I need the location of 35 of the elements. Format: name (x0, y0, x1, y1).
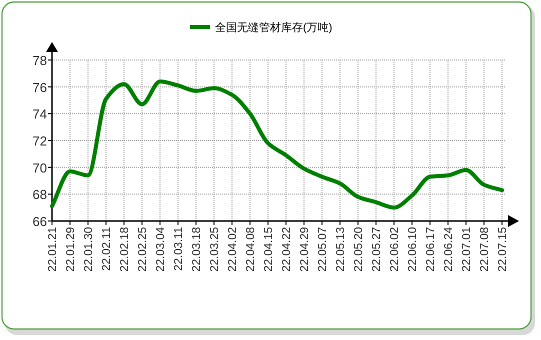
x-tick-label: 22.03.18 (191, 227, 203, 272)
x-tick-label: 22.05.27 (371, 227, 383, 272)
x-tick-label: 22.04.08 (245, 227, 257, 272)
y-tick-label: 66 (32, 214, 47, 229)
y-tick-label: 72 (32, 134, 47, 148)
x-tick-label: 22.01.29 (65, 227, 77, 272)
x-tick-label: 22.04.29 (299, 227, 311, 272)
line-series (50, 79, 504, 210)
x-tick-label: 22.06.10 (407, 227, 419, 272)
x-tick-label: 22.03.04 (155, 226, 167, 272)
y-tick-label: 74 (32, 106, 47, 122)
x-tick-label: 22.01.21 (47, 227, 59, 272)
legend-label: 全国无缝管材库存(万吨) (215, 21, 332, 34)
x-tick-label: 22.05.20 (353, 227, 365, 272)
x-tick-label: 22.05.07 (317, 227, 329, 272)
x-tick-label: 22.06.02 (389, 227, 401, 272)
x-tick-label: 22.07.15 (497, 227, 509, 272)
x-tick-label: 22.03.25 (209, 227, 221, 272)
x-tick-label: 22.04.15 (263, 227, 275, 272)
x-tick-label: 22.02.25 (137, 227, 149, 272)
y-tick-label: 68 (32, 187, 47, 202)
y-tick-label: 76 (32, 80, 47, 95)
x-tick-label: 22.01.30 (83, 227, 95, 272)
x-tick-label: 22.06.24 (443, 226, 455, 272)
x-tick-label: 22.04.22 (281, 227, 293, 272)
y-tick-label: 78 (32, 53, 47, 68)
x-tick-label: 22.03.11 (173, 227, 185, 271)
y-tick-label: 70 (32, 160, 47, 176)
x-tick-label: 22.07.01 (461, 227, 473, 272)
x-tick-label: 22.05.13 (335, 227, 347, 272)
x-tick-label: 22.02.11 (101, 227, 113, 271)
x-tick-label: 22.07.08 (479, 227, 491, 272)
x-tick-label: 22.06.17 (425, 227, 437, 272)
x-tick-label: 22.02.18 (119, 227, 131, 272)
x-tick-label: 22.04.02 (227, 227, 239, 272)
